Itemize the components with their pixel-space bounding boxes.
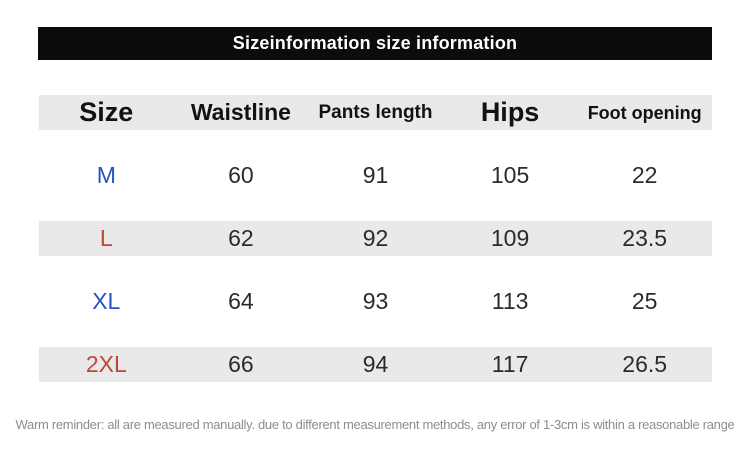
column-header-waistline: Waistline — [190, 99, 291, 125]
table-cell: 93 — [362, 288, 389, 314]
table-cell: 23.5 — [622, 225, 668, 251]
table-cell: 62 — [228, 225, 254, 251]
table-cell: 66 — [228, 351, 254, 377]
size-chart-table: Size Waistline Pants length Hips Foot op… — [39, 95, 712, 410]
table-cell: 109 — [490, 225, 530, 251]
size-label: XL — [92, 288, 121, 314]
table-row: L 62 92 109 23.5 — [39, 221, 712, 256]
size-label: 2XL — [85, 351, 127, 377]
table-cell: 26.5 — [622, 351, 668, 377]
table-header-row: Size Waistline Pants length Hips Foot op… — [39, 95, 712, 130]
table-cell: 113 — [491, 288, 529, 314]
table-cell: 25 — [631, 288, 658, 314]
size-label: M — [96, 162, 116, 188]
table-row: M 60 91 105 22 — [39, 158, 712, 193]
table-row: XL 64 93 113 25 — [39, 284, 712, 319]
table-cell: 22 — [631, 162, 658, 188]
table-cell: 117 — [491, 351, 529, 377]
table-row: 2XL 66 94 117 26.5 — [39, 347, 712, 382]
column-header-hips: Hips — [480, 97, 540, 127]
banner-title: Sizeinformation size information — [232, 33, 518, 53]
column-header-pants-length: Pants length — [318, 102, 433, 123]
size-label: L — [99, 225, 113, 251]
column-header-foot-opening: Foot opening — [587, 102, 702, 123]
table-cell: 60 — [228, 162, 254, 188]
table-cell: 64 — [228, 288, 254, 314]
table-cell: 92 — [362, 225, 389, 251]
warm-reminder-note: Warm reminder: all are measured manually… — [15, 417, 735, 432]
column-header-size: Size — [79, 97, 134, 127]
size-info-banner: Sizeinformation size information — [38, 27, 712, 60]
table-cell: 105 — [490, 162, 530, 188]
table-cell: 91 — [362, 162, 389, 188]
table-cell: 94 — [362, 351, 389, 377]
